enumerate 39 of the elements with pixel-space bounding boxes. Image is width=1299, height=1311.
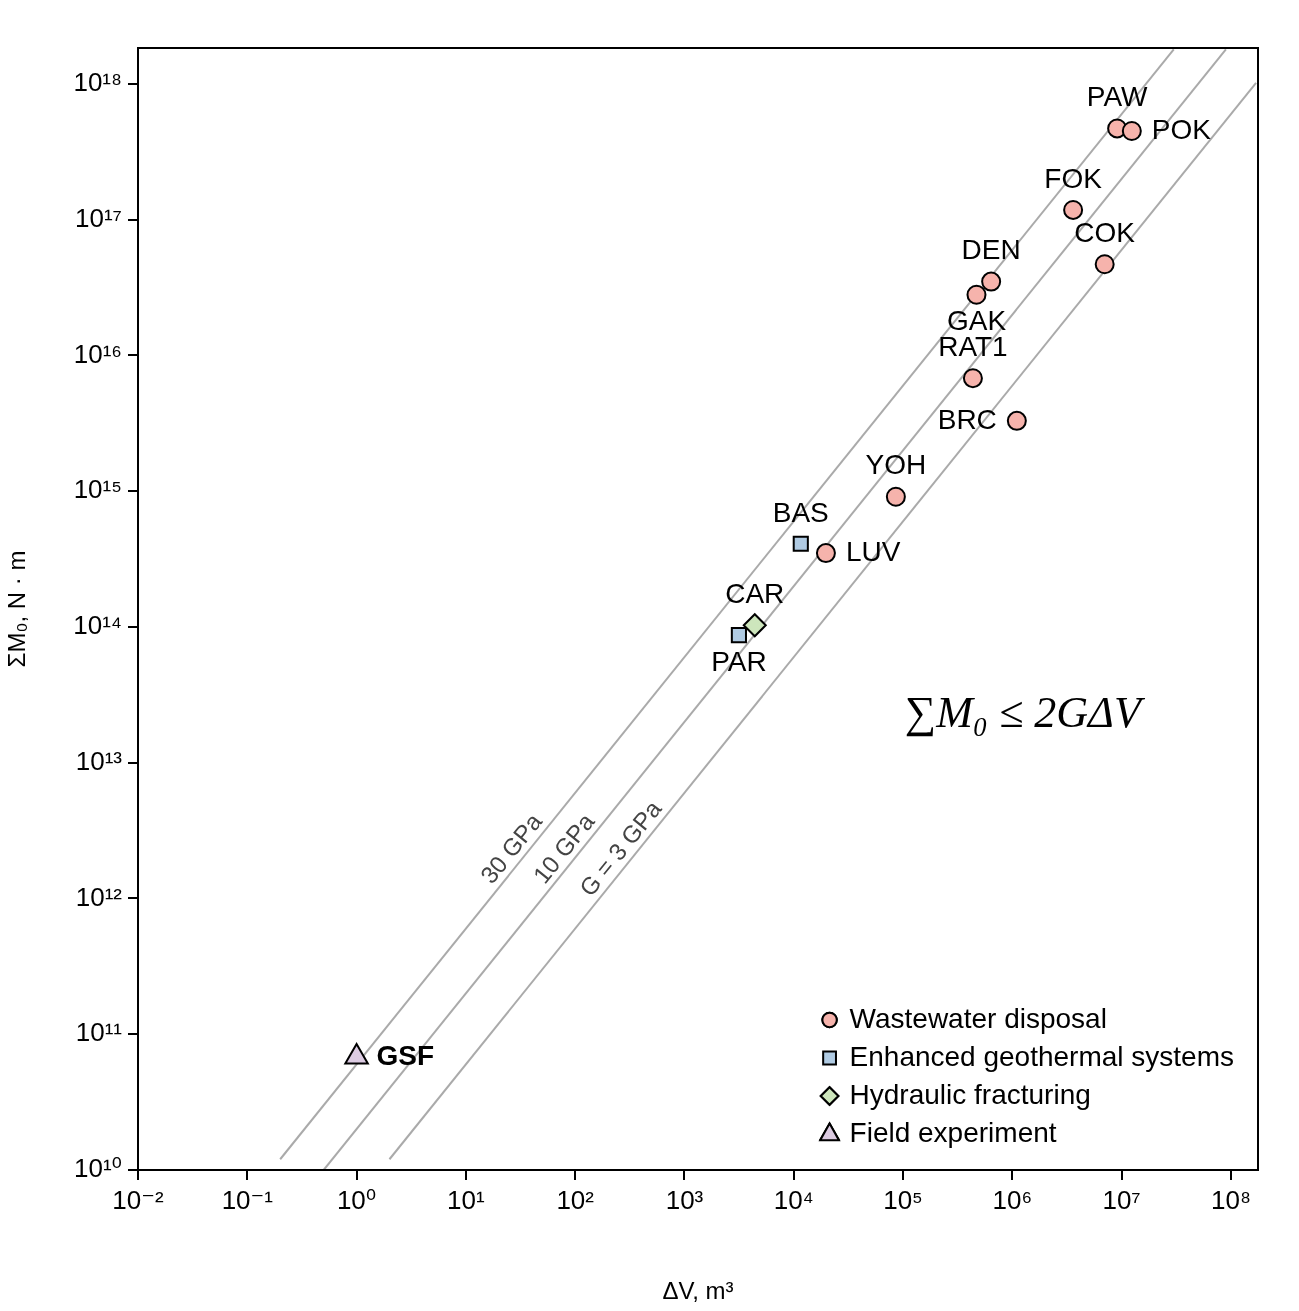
annotation: GSF xyxy=(376,1039,435,1071)
annotation: PAR xyxy=(711,645,767,677)
x-tick-label: 10⁻¹ xyxy=(221,1184,274,1215)
y-tick-label: 10¹⁷ xyxy=(75,202,122,233)
annotation: YOH xyxy=(865,449,927,481)
y-tick-label: 10¹⁵ xyxy=(73,474,122,505)
x-tick-label: 10² xyxy=(556,1184,595,1215)
y-axis-title: ΣM₀, N · m xyxy=(3,550,31,668)
y-tick-label: 10¹⁰ xyxy=(73,1153,122,1184)
y-tick-label: 10¹³ xyxy=(75,745,123,776)
x-axis-title: ΔV, m³ xyxy=(662,1277,734,1305)
y-tick-label: 10¹⁸ xyxy=(73,67,122,98)
legend-label: Field experiment xyxy=(849,1116,1057,1148)
x-tick-label: 10³ xyxy=(665,1184,704,1215)
annotation: LUV xyxy=(845,535,901,567)
x-tick-label: 10⁸ xyxy=(1210,1184,1251,1215)
annotation: PAW xyxy=(1086,81,1149,113)
annotation: BAS xyxy=(772,496,829,528)
annotation: ∑M₀ ≤ 2GΔV xyxy=(904,688,1146,738)
annotation: FOK xyxy=(1044,162,1103,194)
x-tick-label: 10⁴ xyxy=(773,1184,814,1215)
x-tick-label: 10⁷ xyxy=(1102,1184,1141,1215)
annotation: POK xyxy=(1151,113,1212,145)
legend-label: Hydraulic fracturing xyxy=(849,1078,1091,1110)
y-tick-label: 10¹² xyxy=(75,881,123,912)
annotation: CAR xyxy=(725,577,785,609)
legend-label: Enhanced geothermal systems xyxy=(849,1040,1235,1072)
x-tick-label: 10⁰ xyxy=(336,1184,377,1215)
annotation: BRC xyxy=(937,403,997,435)
y-tick-label: 10¹¹ xyxy=(75,1017,123,1048)
x-tick-label: 10⁵ xyxy=(883,1184,923,1215)
annotation: COK xyxy=(1074,216,1136,248)
y-tick-label: 10¹⁶ xyxy=(73,338,122,369)
y-tick-label: 10¹⁴ xyxy=(73,610,122,641)
annotation: DEN xyxy=(961,234,1021,266)
x-tick-label: 10¹ xyxy=(447,1184,485,1215)
x-tick-label: 10⁻² xyxy=(112,1184,164,1215)
x-tick-label: 10⁶ xyxy=(992,1184,1033,1215)
legend-label: Wastewater disposal xyxy=(849,1002,1107,1034)
